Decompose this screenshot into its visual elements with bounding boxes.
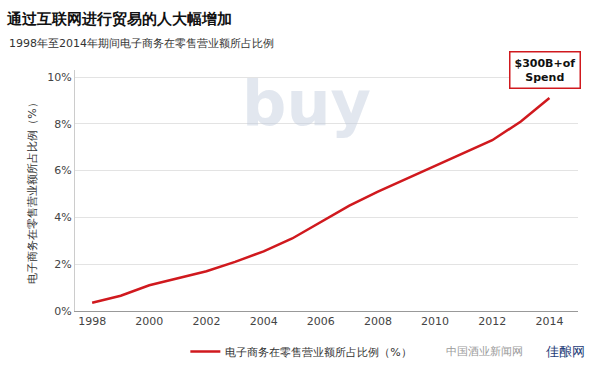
svg-text:佳酿网: 佳酿网 bbox=[546, 344, 585, 359]
svg-text:电子商务在零售营业额所占比例（%）: 电子商务在零售营业额所占比例（%） bbox=[225, 346, 411, 359]
svg-text:2%: 2% bbox=[54, 258, 71, 271]
svg-text:2000: 2000 bbox=[135, 315, 163, 328]
svg-text:6%: 6% bbox=[54, 164, 71, 177]
svg-text:中国酒业新闻网: 中国酒业新闻网 bbox=[446, 345, 523, 358]
svg-text:4%: 4% bbox=[54, 211, 71, 224]
svg-text:2012: 2012 bbox=[478, 315, 506, 328]
svg-text:2002: 2002 bbox=[192, 315, 220, 328]
svg-text:通过互联网进行贸易的人大幅增加: 通过互联网进行贸易的人大幅增加 bbox=[6, 10, 232, 28]
svg-text:电子商务在零售营业额所占比例（%）: 电子商务在零售营业额所占比例（%） bbox=[26, 97, 39, 283]
svg-text:10%: 10% bbox=[47, 71, 71, 84]
svg-text:buy: buy bbox=[242, 67, 371, 140]
svg-text:2004: 2004 bbox=[250, 315, 278, 328]
svg-text:0%: 0% bbox=[54, 305, 71, 318]
svg-text:2008: 2008 bbox=[364, 315, 392, 328]
svg-text:8%: 8% bbox=[54, 118, 71, 131]
svg-text:1998年至2014年期间电子商务在零售营业额所占比例: 1998年至2014年期间电子商务在零售营业额所占比例 bbox=[9, 37, 274, 50]
svg-text:2006: 2006 bbox=[307, 315, 335, 328]
svg-text:$300B+ofSpend: $300B+ofSpend bbox=[515, 57, 576, 84]
svg-text:2014: 2014 bbox=[535, 315, 563, 328]
svg-text:1998: 1998 bbox=[78, 315, 106, 328]
svg-text:2010: 2010 bbox=[421, 315, 449, 328]
